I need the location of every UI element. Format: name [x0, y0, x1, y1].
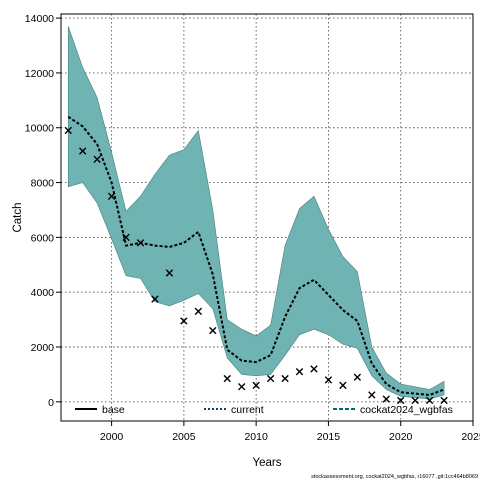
- observed-point: [151, 295, 159, 303]
- point-stroke: [165, 269, 174, 277]
- x-tick-label: 2005: [172, 431, 196, 443]
- legend-label: base: [102, 404, 125, 416]
- point-stroke: [252, 381, 260, 390]
- point-stroke: [382, 395, 390, 403]
- axes: 2000 2005 2010 2015 2020 2025 0 2000 4000 6000 800…: [25, 13, 480, 443]
- point-stroke: [368, 391, 376, 399]
- legend: base current cockat2024_wgbfas: [75, 404, 453, 416]
- confidence-band: [67, 26, 445, 400]
- observed-point: [64, 126, 72, 135]
- point-stroke: [194, 307, 203, 316]
- observed-point: [411, 396, 419, 405]
- point-stroke: [339, 381, 347, 390]
- observed-point: [368, 391, 376, 399]
- legend-item: cockat2024_wgbfas: [333, 404, 453, 416]
- legend-item: current: [204, 404, 264, 416]
- point-stroke: [353, 373, 362, 381]
- y-tick-label: 14000: [25, 13, 54, 25]
- point-stroke: [209, 326, 217, 335]
- observed-point: [353, 373, 362, 381]
- legend-item: base: [75, 404, 125, 416]
- y-tick-label: 0: [48, 397, 54, 409]
- observed-point: [339, 381, 347, 390]
- observed-point: [238, 383, 246, 391]
- point-stroke: [324, 376, 333, 384]
- y-tick-label: 6000: [31, 232, 55, 244]
- point-stroke: [238, 383, 246, 391]
- observed-point: [397, 396, 405, 405]
- series-line-layer: [67, 115, 445, 396]
- observed-point: [107, 192, 116, 200]
- y-tick-label: 12000: [25, 68, 54, 80]
- observed-point: [295, 367, 304, 376]
- observed-point: [194, 307, 203, 316]
- observed-point: [93, 155, 101, 163]
- observed-point: [310, 365, 318, 373]
- observed-point: [324, 376, 333, 384]
- x-tick-label: 2020: [389, 431, 413, 443]
- point-stroke: [180, 317, 188, 325]
- x-tick-label: 2025: [461, 431, 480, 443]
- observed-point: [281, 374, 289, 383]
- point-stroke: [122, 233, 130, 242]
- x-tick-label: 2015: [317, 431, 341, 443]
- observed-point: [266, 374, 275, 383]
- footnote: stockassessment.org, cockat2024_wgbfas, …: [311, 474, 478, 480]
- legend-label: cockat2024_wgbfas: [360, 404, 453, 416]
- estimate-line: [67, 115, 445, 396]
- observed-points-layer: [64, 126, 448, 405]
- point-stroke: [411, 396, 419, 405]
- legend-label: current: [231, 404, 264, 416]
- observed-point: [180, 317, 188, 325]
- observed-point: [136, 239, 145, 247]
- y-tick-label: 10000: [25, 123, 54, 135]
- plot-frame: [60, 13, 474, 422]
- x-tick-label: 2010: [244, 431, 268, 443]
- confidence-band-layer: [67, 26, 445, 400]
- y-axis-title: Catch: [12, 202, 24, 232]
- observed-point: [223, 374, 231, 383]
- point-stroke: [425, 396, 434, 405]
- y-tick-label: 8000: [31, 178, 55, 190]
- x-tick-label: 2000: [100, 431, 124, 443]
- point-stroke: [78, 147, 87, 155]
- point-stroke: [397, 396, 405, 405]
- x-axis-title: Years: [253, 457, 282, 469]
- point-stroke: [64, 126, 72, 135]
- y-tick-label: 4000: [31, 287, 55, 299]
- point-stroke: [295, 367, 304, 376]
- observed-point: [252, 381, 260, 390]
- observed-point: [78, 147, 87, 155]
- point-stroke: [281, 374, 289, 383]
- observed-point: [209, 326, 217, 335]
- point-stroke: [310, 365, 318, 373]
- observed-point: [165, 269, 174, 277]
- y-tick-label: 2000: [31, 342, 55, 354]
- point-stroke: [107, 192, 116, 200]
- point-stroke: [136, 239, 145, 247]
- point-stroke: [266, 374, 275, 383]
- observed-point: [425, 396, 434, 405]
- observed-point: [122, 233, 130, 242]
- point-stroke: [93, 155, 101, 163]
- observed-point: [382, 395, 390, 403]
- point-stroke: [440, 396, 448, 405]
- point-stroke: [223, 374, 231, 383]
- observed-point: [440, 396, 448, 405]
- point-stroke: [151, 295, 159, 303]
